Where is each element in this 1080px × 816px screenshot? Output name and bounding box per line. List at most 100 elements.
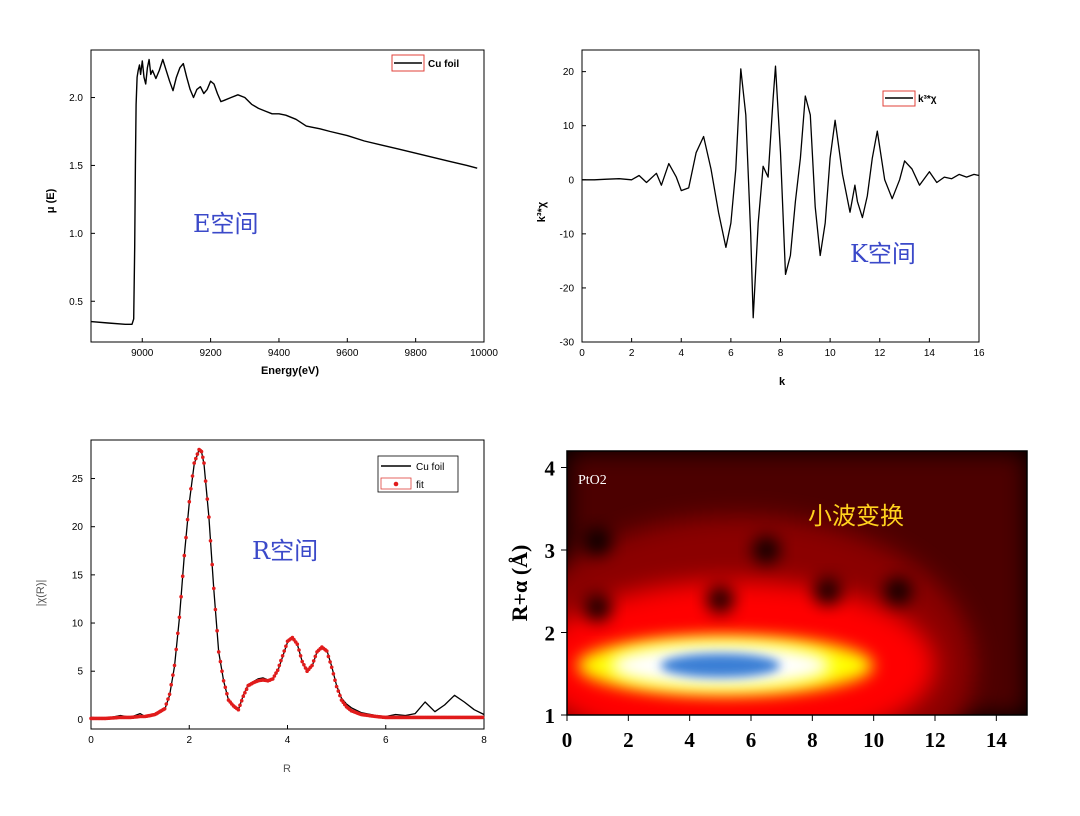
y-tick-label: 0	[77, 715, 83, 726]
fit-point	[274, 671, 278, 675]
e-space-x-axis-label: Energy(eV)	[261, 365, 319, 377]
x-tick-label: 14	[924, 348, 936, 359]
x-tick-label: 12	[874, 348, 886, 359]
heatmap-contour-5	[660, 653, 781, 678]
fit-point	[241, 694, 246, 698]
legend-swatch-box	[882, 90, 916, 107]
heatmap-dark-spot	[583, 527, 612, 556]
y-tick-label: 2	[545, 622, 556, 646]
wavelet-sample-label: PtO2	[578, 473, 607, 488]
k-space-y-axis-label: k³*χ	[536, 201, 548, 222]
fit-point	[313, 654, 318, 659]
fit-point	[169, 682, 173, 687]
r-space-y-axis-label: |χ(R)|	[35, 580, 47, 607]
fit-point	[208, 539, 213, 543]
fit-point	[310, 663, 314, 668]
heatmap-dark-spot	[752, 536, 781, 564]
fit-point	[184, 535, 188, 540]
fit-point	[212, 586, 216, 591]
y-tick-label: 3	[545, 539, 556, 563]
fit-point	[205, 497, 210, 501]
e-space-series	[90, 58, 478, 325]
fit-point	[328, 660, 332, 664]
e-space-y-axis-label: μ (E)	[45, 188, 57, 213]
fit-point	[189, 487, 193, 491]
fit-point	[201, 455, 205, 460]
x-tick-label: 9800	[405, 348, 428, 359]
heatmap-dark-spot	[884, 577, 913, 606]
wavelet-title: 小波变换	[808, 502, 904, 530]
fit-point	[236, 707, 241, 712]
fit-point	[162, 707, 167, 711]
x-tick-label: 14	[986, 728, 1008, 752]
fit-point	[334, 684, 339, 689]
fit-point	[225, 691, 229, 696]
k-space-legend: k³*χ	[882, 90, 937, 107]
fit-point	[216, 650, 221, 654]
fit-point	[215, 628, 219, 633]
y-tick-label: 10	[563, 121, 575, 132]
fit-point	[202, 461, 206, 465]
fit-point	[480, 715, 485, 720]
e-space-x-ticks: 9000 9200 9400 9600 9800 10000	[131, 338, 498, 359]
fit-point	[176, 631, 180, 636]
fit-point	[194, 456, 198, 461]
heatmap-dark-spot	[583, 593, 612, 622]
e-space-annotation: E空间	[193, 210, 259, 238]
r-space-x-axis-label: R	[283, 763, 291, 775]
fit-point	[187, 499, 192, 504]
fit-point	[221, 679, 226, 683]
heatmap-layers	[567, 451, 1027, 715]
y-tick-label: -30	[560, 338, 575, 349]
fit-point	[199, 449, 204, 454]
y-tick-label: -20	[560, 283, 575, 294]
r-space-chart: 0 2 4 6 8 0 5 10 15 20 25 R |χ(R)| Cu foil fit R空…	[35, 439, 487, 775]
fit-point	[190, 474, 195, 478]
k-space-series	[582, 65, 980, 319]
x-tick-label: 4	[678, 348, 684, 359]
fit-point	[239, 698, 244, 703]
wavelet-y-axis-label: R+α (Å)	[507, 545, 532, 622]
y-tick-label: 20	[563, 67, 575, 78]
fit-point	[272, 674, 277, 678]
fit-point	[329, 665, 334, 670]
fit-point	[280, 654, 285, 658]
k-space-x-axis-label: k	[779, 376, 786, 388]
e-space-y-ticks: 0.5 1.0 1.5 2.0	[69, 93, 95, 308]
x-tick-label: 0	[562, 728, 573, 752]
y-tick-label: 1.0	[69, 229, 83, 240]
x-tick-label: 8	[481, 735, 487, 746]
fit-point	[218, 659, 223, 664]
x-tick-label: 6	[383, 735, 389, 746]
x-tick-label: 8	[778, 348, 784, 359]
fit-point	[277, 663, 282, 668]
x-tick-label: 2	[629, 348, 635, 359]
fit-point	[195, 452, 200, 456]
legend-box	[377, 455, 459, 493]
y-tick-label: 10	[72, 619, 84, 630]
wavelet-frame	[566, 450, 1028, 716]
fit-point	[303, 666, 308, 670]
fit-point	[180, 574, 185, 578]
fit-point	[203, 479, 208, 483]
fit-point	[298, 654, 303, 658]
k-space-annotation: K空间	[850, 240, 916, 268]
legend-entry: k³*χ	[918, 94, 937, 105]
y-tick-label: 2.0	[69, 93, 83, 104]
fit-point	[297, 648, 301, 652]
fit-point	[331, 672, 336, 676]
y-tick-label: 0	[568, 175, 574, 186]
e-space-legend: Cu foil	[391, 54, 459, 72]
y-tick-label: 5	[77, 667, 83, 678]
r-space-legend: Cu foil fit	[377, 455, 459, 493]
fit-point	[326, 654, 331, 659]
legend-entry: fit	[416, 480, 424, 491]
fit-point	[338, 693, 342, 698]
fit-point	[172, 663, 177, 668]
legend-swatch-box	[380, 477, 412, 490]
fit-point	[244, 687, 249, 691]
x-tick-label: 4	[285, 735, 291, 746]
fit-point	[311, 659, 316, 663]
fit-point	[238, 703, 242, 707]
heatmap-dark-spots	[583, 527, 913, 622]
